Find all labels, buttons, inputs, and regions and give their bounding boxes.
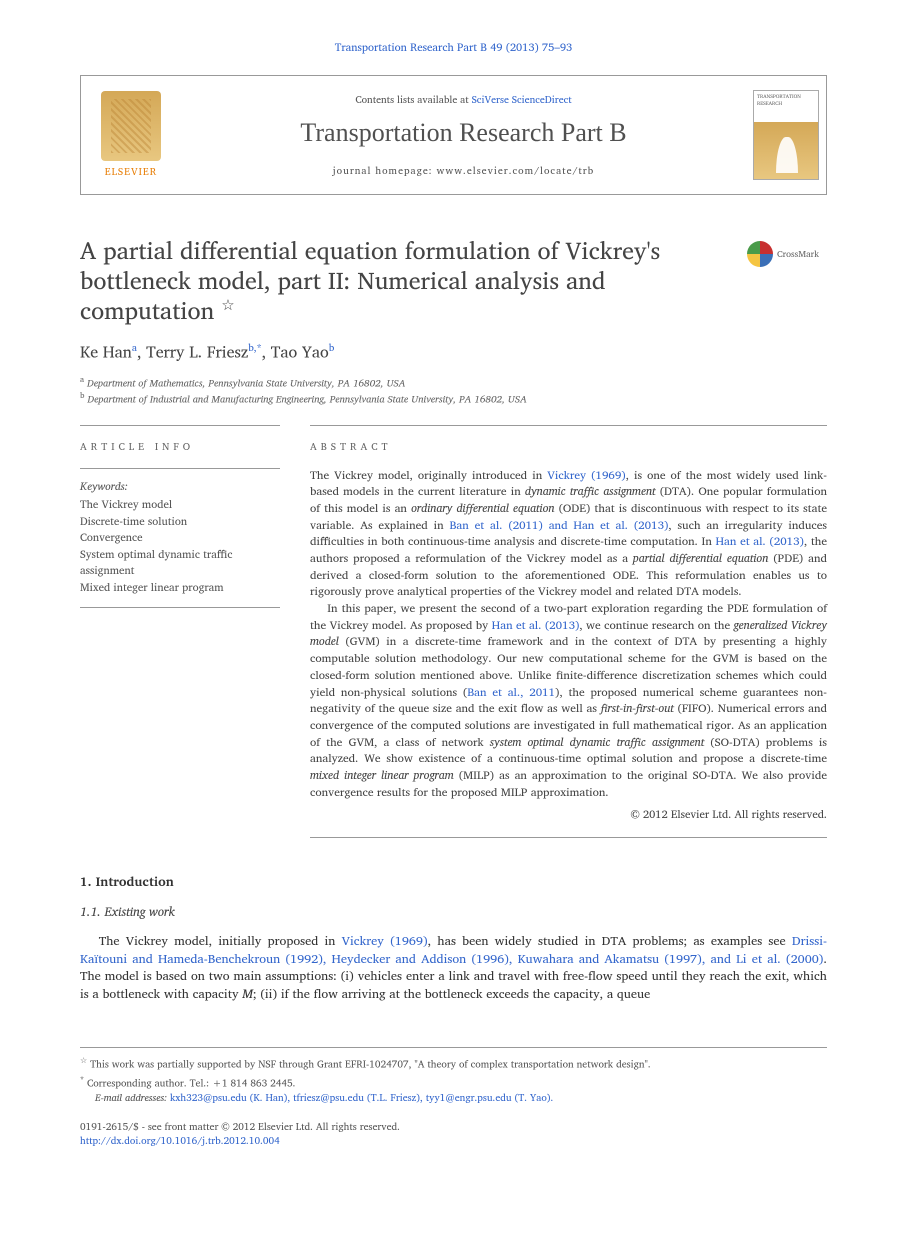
corr-marker: * [80, 1072, 84, 1086]
running-header: Transportation Research Part B 49 (2013)… [80, 40, 827, 55]
corr-text: Corresponding author. Tel.: +1 814 863 2… [87, 1075, 296, 1091]
aff-text-b: Department of Industrial and Manufacturi… [87, 392, 526, 408]
affiliation-a: a Department of Mathematics, Pennsylvani… [80, 374, 827, 390]
contents-prefix: Contents lists available at [355, 92, 471, 108]
cover-image: TRANSPORTATION RESEARCH [753, 90, 819, 180]
body-p1: The Vickrey model, initially proposed in… [80, 933, 827, 1003]
section-1-1-heading: 1.1. Existing work [80, 904, 827, 922]
footnote-funding: ☆ This work was partially supported by N… [80, 1054, 827, 1072]
funding-marker: ☆ [80, 1053, 87, 1067]
copyright-line: © 2012 Elsevier Ltd. All rights reserved… [310, 807, 827, 822]
emails-label: E-mail addresses: [95, 1090, 167, 1106]
keyword: Mixed integer linear program [80, 579, 280, 596]
crossmark-icon [747, 241, 773, 267]
crossmark-badge[interactable]: CrossMark [747, 241, 827, 267]
article-info-heading: ARTICLE INFO [80, 440, 280, 454]
title-footnote-marker: ☆ [221, 292, 234, 317]
section-1-heading: 1. Introduction [80, 872, 827, 890]
keyword: System optimal dynamic traffic assignmen… [80, 546, 280, 579]
abstract-p1: The Vickrey model, originally introduced… [310, 468, 827, 601]
header-center: Contents lists available at SciVerse Sci… [181, 76, 746, 194]
sciencedirect-link[interactable]: SciVerse ScienceDirect [472, 92, 572, 108]
cover-label-2: RESEARCH [757, 101, 815, 108]
author-1: Ke Han [80, 340, 132, 366]
section-introduction: 1. Introduction 1.1. Existing work The V… [80, 872, 827, 1004]
affiliation-b: b Department of Industrial and Manufactu… [80, 390, 827, 406]
article-info-column: ARTICLE INFO Keywords: The Vickrey model… [80, 425, 280, 838]
author-3: Tao Yao [271, 340, 329, 366]
aff-marker-a: a [80, 372, 84, 386]
homepage-label: journal homepage: [333, 163, 437, 179]
article-title: A partial differential equation formulat… [80, 235, 727, 325]
keyword: The Vickrey model [80, 496, 280, 513]
keywords-label: Keywords: [80, 479, 280, 494]
abstract-column: ABSTRACT The Vickrey model, originally i… [310, 425, 827, 838]
crossmark-label: CrossMark [777, 248, 819, 261]
elsevier-tree-icon [101, 91, 161, 161]
keywords-list: The Vickrey model Discrete-time solution… [80, 496, 280, 595]
footnote-emails: E-mail addresses: kxh323@psu.edu (K. Han… [80, 1091, 827, 1106]
title-text: A partial differential equation formulat… [80, 230, 660, 330]
page-footer: 0191-2615/$ - see front matter © 2012 El… [80, 1120, 827, 1148]
author-3-aff: b [329, 340, 335, 356]
abstract-p2: In this paper, we present the second of … [310, 601, 827, 801]
title-row: A partial differential equation formulat… [80, 235, 827, 325]
aff-text-a: Department of Mathematics, Pennsylvania … [87, 375, 405, 391]
author-1-aff: a [132, 340, 137, 356]
footnote-corresponding: * Corresponding author. Tel.: +1 814 863… [80, 1073, 827, 1091]
authors: Ke Hana, Terry L. Frieszb,*, Tao Yaob [80, 341, 827, 364]
homepage-line: journal homepage: www.elsevier.com/locat… [333, 164, 594, 178]
aff-marker-b: b [80, 388, 84, 402]
homepage-url[interactable]: www.elsevier.com/locate/trb [437, 163, 595, 179]
footnotes: ☆ This work was partially supported by N… [80, 1047, 827, 1106]
keyword: Discrete-time solution [80, 513, 280, 530]
abstract-text: The Vickrey model, originally introduced… [310, 468, 827, 801]
author-2: Terry L. Friesz [146, 340, 248, 366]
author-2-aff: b,* [248, 340, 261, 356]
elsevier-label: ELSEVIER [105, 165, 157, 179]
journal-header-box: ELSEVIER Contents lists available at Sci… [80, 75, 827, 195]
journal-name: Transportation Research Part B [300, 115, 626, 151]
funding-text: This work was partially supported by NSF… [90, 1057, 651, 1073]
affiliations: a Department of Mathematics, Pennsylvani… [80, 374, 827, 407]
keyword: Convergence [80, 529, 280, 546]
emails-list[interactable]: kxh323@psu.edu (K. Han), tfriesz@psu.edu… [167, 1090, 553, 1106]
abstract-heading: ABSTRACT [310, 440, 827, 454]
contents-available-line: Contents lists available at SciVerse Sci… [355, 93, 571, 107]
footer-doi[interactable]: http://dx.doi.org/10.1016/j.trb.2012.10.… [80, 1134, 827, 1148]
info-abstract-row: ARTICLE INFO Keywords: The Vickrey model… [80, 425, 827, 838]
journal-cover-thumb: TRANSPORTATION RESEARCH [746, 76, 826, 194]
elsevier-logo: ELSEVIER [81, 76, 181, 194]
footer-copyright: 0191-2615/$ - see front matter © 2012 El… [80, 1120, 827, 1134]
